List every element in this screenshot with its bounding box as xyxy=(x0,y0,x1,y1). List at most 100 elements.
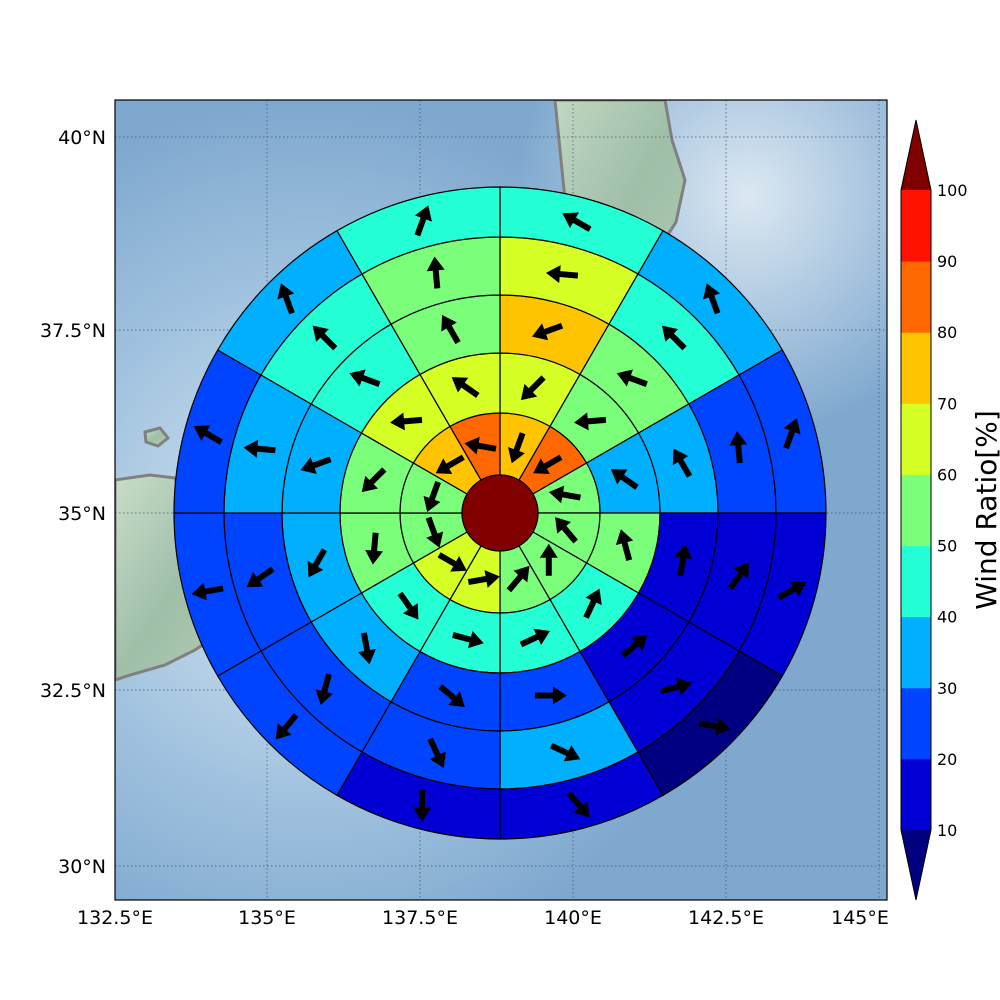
y-tick-label: 35°N xyxy=(58,503,106,525)
land-island xyxy=(143,426,171,448)
colorbar-under-arrow xyxy=(901,830,931,900)
wind-arrow xyxy=(533,454,563,475)
wind-arrow xyxy=(519,628,550,648)
colorbar-tick-label: 100 xyxy=(937,181,968,200)
wind-arrow xyxy=(390,412,423,431)
colorbar-segment xyxy=(901,261,931,333)
wind-arrow xyxy=(661,325,687,351)
wind-arrow xyxy=(610,469,639,490)
wind-arrow xyxy=(545,265,579,284)
x-tick-label: 140°E xyxy=(544,907,602,929)
wind-arrow xyxy=(358,632,376,665)
colorbar-segment xyxy=(901,687,931,760)
wind-arrow xyxy=(413,789,432,822)
wind-rose xyxy=(173,186,827,840)
wind-arrow xyxy=(783,418,801,450)
colorbar-tick-label: 60 xyxy=(937,465,957,484)
colorbar-tick-label: 30 xyxy=(937,679,957,698)
wind-arrow xyxy=(573,412,607,431)
wind-arrow xyxy=(437,552,467,572)
x-tick-label: 135°E xyxy=(238,907,296,929)
colorbar-tick-label: 50 xyxy=(937,537,957,556)
wind-arrow xyxy=(427,737,446,768)
colorbar-segment xyxy=(901,758,931,831)
wind-arrow xyxy=(349,369,381,387)
colorbar-outline xyxy=(900,119,932,901)
wind-arrow xyxy=(777,581,807,601)
wind-arrow xyxy=(275,713,299,740)
wind-arrow xyxy=(312,325,338,351)
colorbar-segment xyxy=(901,403,931,475)
wind-arrow xyxy=(549,742,581,762)
wind-arrow xyxy=(361,467,387,493)
wind-arrow xyxy=(191,582,224,601)
x-axis-ticks: 132.5°E 135°E 137.5°E 140°E 142.5°E 145°… xyxy=(77,907,889,929)
wind-arrow xyxy=(539,543,558,576)
wind-arrow xyxy=(616,369,648,387)
y-tick-label: 40°N xyxy=(58,127,106,149)
wind-arrow xyxy=(532,322,564,341)
wind-arrow xyxy=(508,432,526,464)
wind-arrow xyxy=(729,431,748,464)
wind-arrow xyxy=(243,439,276,458)
wind-arrow xyxy=(467,570,500,588)
colorbar-segment xyxy=(901,474,931,547)
x-tick-label: 145°E xyxy=(831,907,889,929)
wind-arrow xyxy=(300,456,332,474)
wind-arrow xyxy=(365,532,384,565)
wind-arrow xyxy=(615,529,634,561)
wind-arrow xyxy=(277,283,295,315)
wind-arrow xyxy=(620,635,648,658)
wind-arrow xyxy=(307,548,328,578)
y-tick-label: 30°N xyxy=(58,856,106,878)
colorbar-tick-label: 80 xyxy=(937,323,957,342)
colorbar-tick-label: 90 xyxy=(937,252,957,271)
center-disc xyxy=(461,474,539,552)
wind-arrow xyxy=(193,425,223,445)
colorbar-segment xyxy=(901,190,931,262)
wind-arrow xyxy=(583,588,602,619)
wind-arrow xyxy=(414,205,432,237)
y-tick-label: 32.5°N xyxy=(40,680,106,702)
wind-arrow xyxy=(674,544,693,577)
wind-arrow xyxy=(548,485,581,504)
colorbar-title: Wind Ratio[%] xyxy=(970,410,1000,610)
y-tick-label: 37.5°N xyxy=(40,320,106,342)
colorbar-segment xyxy=(901,332,931,404)
colorbar-tick-label: 20 xyxy=(937,750,957,769)
wind-arrow xyxy=(397,591,419,620)
map-background xyxy=(115,100,887,900)
wind-arrow xyxy=(562,212,592,232)
wind-arrow xyxy=(315,673,334,706)
colorbar-tick-label: 10 xyxy=(937,821,957,840)
wind-arrow xyxy=(435,454,465,475)
colorbar-tick-label: 70 xyxy=(937,394,957,413)
colorbar-tick-label: 40 xyxy=(937,608,957,627)
wind-arrow xyxy=(566,791,590,818)
wind-arrow xyxy=(672,448,693,478)
map-frame xyxy=(114,99,888,901)
wind-arrow xyxy=(425,516,444,548)
colorbar-segment xyxy=(901,545,931,618)
wind-arrow xyxy=(464,436,497,455)
wind-arrow xyxy=(441,314,461,345)
wind-arrow xyxy=(506,565,530,593)
wind-arrow xyxy=(698,717,731,736)
wind-arrow xyxy=(452,630,484,649)
x-tick-label: 132.5°E xyxy=(77,907,153,929)
wind-arrow xyxy=(703,283,721,315)
wind-arrow xyxy=(426,256,445,289)
x-tick-label: 137.5°E xyxy=(382,907,458,929)
colorbar-over-arrow xyxy=(901,120,931,190)
wind-arrow xyxy=(246,566,275,588)
colorbar: 10 20 30 40 50 60 70 80 90 100 xyxy=(900,119,968,901)
wind-arrow xyxy=(520,375,546,401)
wind-arrow xyxy=(534,686,567,705)
y-axis-ticks: 30°N 32.5°N 35°N 37.5°N 40°N xyxy=(40,127,106,878)
wind-arrow xyxy=(555,517,578,544)
wind-arrow xyxy=(728,562,749,591)
colorbar-segment xyxy=(901,616,931,689)
x-tick-label: 142.5°E xyxy=(688,907,764,929)
wind-arrow xyxy=(660,677,693,696)
